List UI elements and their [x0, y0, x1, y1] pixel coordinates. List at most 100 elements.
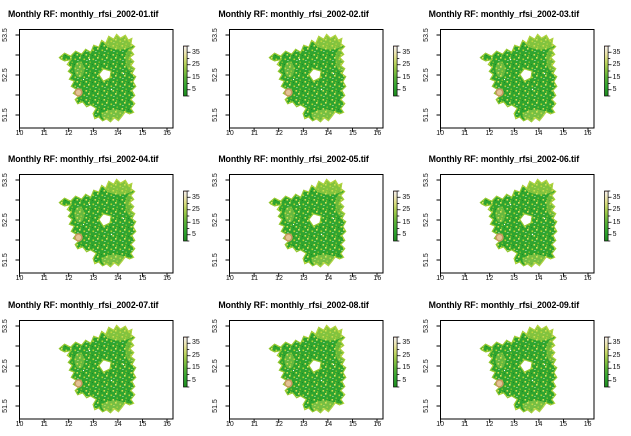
x-tick-label: 12 [485, 130, 494, 137]
map-panel: Monthly RF: monthly_rfsi_2002-09.tif [421, 291, 631, 436]
nodata-dot [503, 224, 505, 226]
legend-tick-label: 25 [612, 351, 621, 359]
map-panel: Monthly RF: monthly_rfsi_2002-05.tif [210, 145, 420, 290]
panel-title: Monthly RF: monthly_rfsi_2002-08.tif [218, 299, 369, 310]
y-tick-label: 52.5 [212, 213, 220, 228]
legend-major-ticks [187, 197, 191, 236]
yellow-zone-south [311, 254, 338, 267]
map-raster [268, 324, 347, 414]
x-tick-label: 15 [138, 275, 147, 283]
x-tick-label: 15 [559, 275, 568, 283]
yellow-zone-south [311, 109, 338, 122]
panel-title: Monthly RF: monthly_rfsi_2002-02.tif [218, 9, 369, 19]
nodata-dot [333, 218, 335, 220]
yellow-zone-west [74, 206, 85, 223]
y-tick-label: 51.5 [2, 253, 9, 268]
legend-major-ticks [607, 197, 612, 236]
x-tick-label: 11 [250, 130, 259, 137]
nodata-dot [299, 349, 301, 351]
map-panel: Monthly RF: monthly_rfsi_2002-01.tif [0, 0, 210, 145]
panel-title: Monthly RF: monthly_rfsi_2002-06.tif [428, 154, 580, 165]
x-tick-label: 15 [138, 130, 147, 137]
nodata-dot [543, 72, 545, 75]
yellow-zone-north [103, 324, 136, 341]
yellow-zone-south [522, 254, 549, 267]
x-tick-label: 13 [299, 130, 308, 137]
nodata-dot [293, 78, 295, 81]
panel-title: Monthly RF: monthly_rfsi_2002-07.tif [8, 299, 159, 310]
legend-tick-label: 35 [402, 48, 411, 56]
tan-patch-center [75, 380, 82, 386]
x-tick-label: 14 [534, 420, 543, 428]
nodata-dot [531, 234, 533, 236]
x-tick-label: 14 [113, 275, 122, 283]
x-axis-ticks [439, 128, 589, 132]
nodata-dot [509, 204, 511, 206]
nodata-dot [122, 218, 125, 220]
panel-title: Monthly RF: monthly_rfsi_2002-05.tif [218, 154, 369, 165]
yellow-zone-east [335, 192, 347, 217]
yellow-zone-south [101, 400, 128, 413]
y-tick-label: 52.5 [422, 213, 430, 228]
y-tick-label: 53.5 [212, 173, 220, 188]
nodata-dot [531, 379, 533, 381]
y-tick-label: 52.5 [422, 68, 430, 82]
nodata-dot [88, 58, 91, 61]
plot-box [229, 319, 384, 420]
yellow-zone-west [495, 206, 506, 223]
x-tick-label: 12 [275, 420, 283, 428]
x-tick-label: 12 [64, 420, 73, 428]
x-tick-label: 16 [583, 130, 592, 137]
y-tick-label: 53.5 [2, 318, 9, 333]
y-tick-label: 53.5 [422, 173, 430, 188]
legend-major-ticks [397, 51, 401, 91]
legend-major-ticks [607, 342, 612, 381]
y-axis-ticks [15, 34, 20, 116]
x-tick-label: 13 [89, 275, 98, 283]
y-axis-ticks [225, 34, 230, 116]
y-tick-label: 53.5 [422, 318, 430, 333]
yellow-zone-south [522, 400, 549, 413]
tan-patch-center [286, 380, 292, 386]
legend-tick-label: 5 [402, 231, 407, 239]
yellow-zone-east [125, 192, 137, 217]
nodata-dot [503, 78, 505, 81]
nodata-dot [503, 369, 505, 371]
tan-patch-center [496, 380, 502, 386]
nodata-dot [299, 204, 301, 206]
nodata-dot [82, 78, 85, 81]
y-axis-ticks [15, 179, 20, 261]
x-tick-label: 12 [64, 275, 73, 283]
x-tick-label: 13 [510, 130, 518, 137]
y-axis-ticks [436, 325, 441, 407]
nodata-dot [122, 72, 125, 75]
legend-tick-label: 15 [612, 218, 621, 226]
x-tick-label: 10 [225, 130, 234, 137]
legend-minor-ticks [607, 190, 610, 242]
nodata-dot [110, 88, 113, 91]
x-axis-ticks [229, 419, 378, 423]
x-tick-label: 10 [436, 420, 445, 428]
map-plot [15, 28, 191, 132]
y-tick-label: 53.5 [212, 318, 220, 333]
x-tick-label: 11 [461, 130, 469, 137]
nodata-dot [509, 349, 511, 351]
x-tick-label: 16 [373, 275, 382, 283]
map-raster [479, 33, 558, 123]
legend-minor-ticks [607, 336, 610, 388]
map-raster [268, 178, 347, 268]
legend-tick-label: 35 [192, 339, 200, 347]
yellow-zone-west [495, 61, 506, 78]
legend-tick-label: 15 [192, 218, 200, 226]
plot-box [19, 319, 174, 420]
x-tick-label: 15 [348, 130, 357, 137]
x-tick-label: 11 [461, 275, 469, 283]
legend-colorbar [183, 45, 188, 97]
x-tick-label: 16 [163, 275, 171, 283]
nodata-dot [321, 88, 323, 91]
yellow-zone-east [125, 338, 137, 363]
x-tick-label: 14 [324, 420, 333, 428]
x-tick-label: 15 [348, 275, 357, 283]
legend-major-ticks [187, 51, 191, 91]
legend-minor-ticks [397, 190, 400, 242]
